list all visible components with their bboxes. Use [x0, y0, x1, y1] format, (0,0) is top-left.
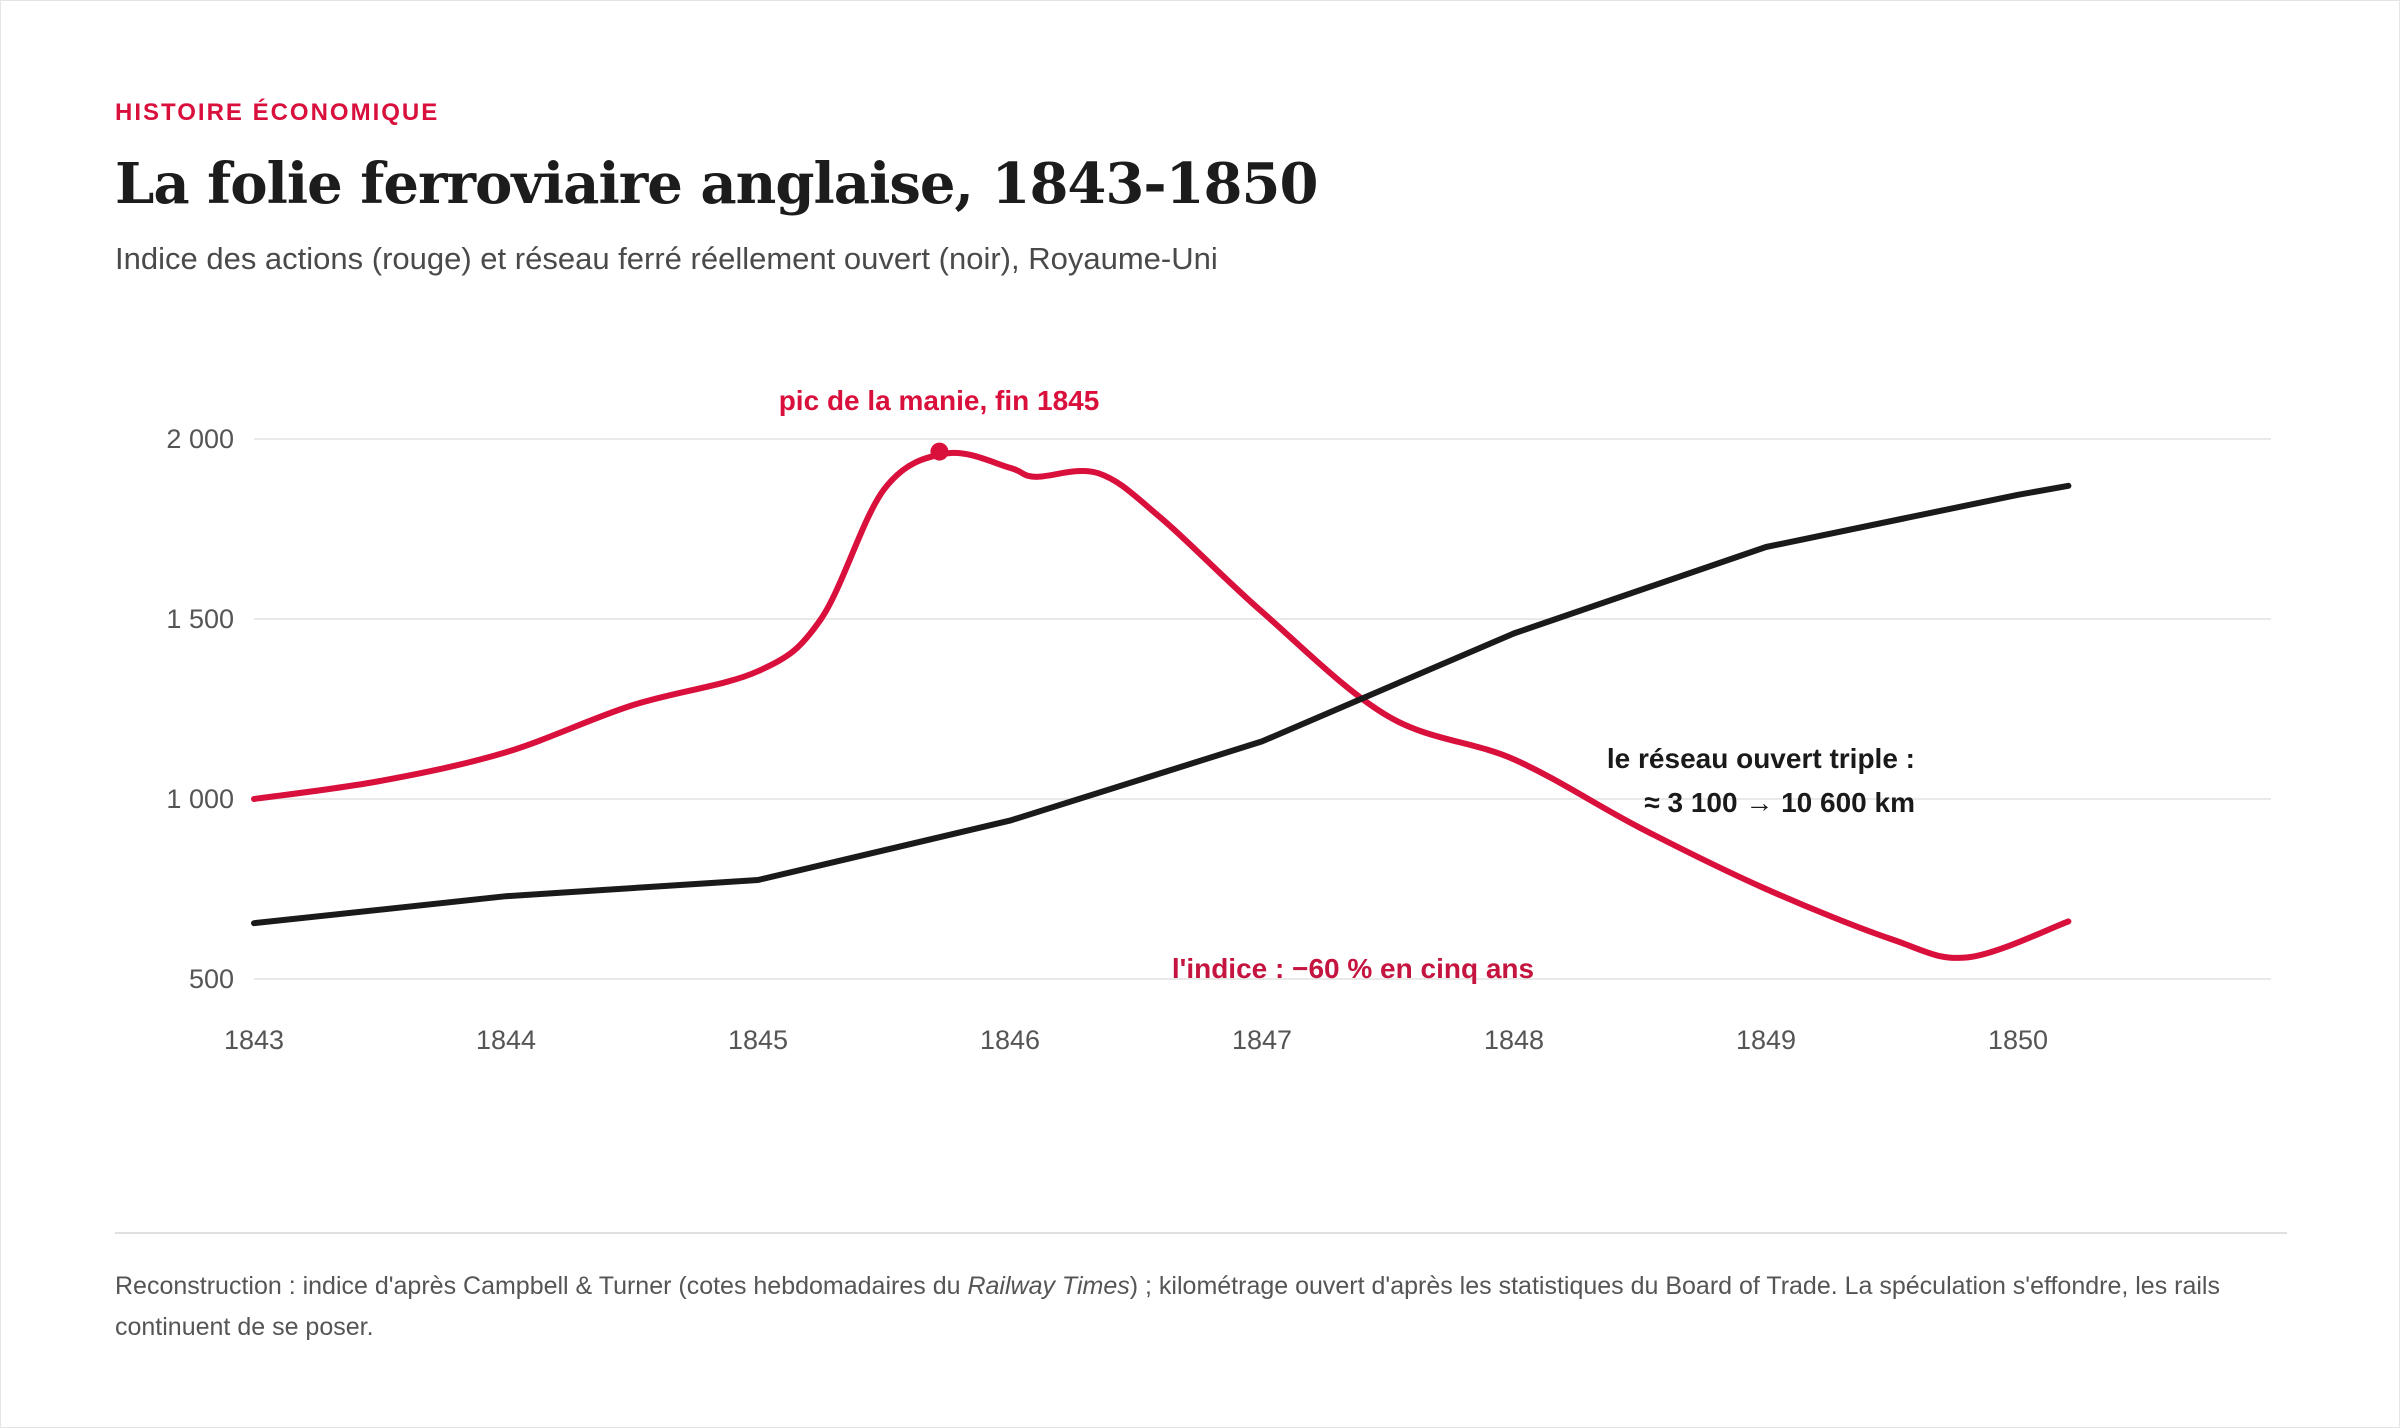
y-axis-ticks: 2 000 1 500 1 000 500 — [166, 424, 234, 994]
x-tick-label: 1847 — [1232, 1025, 1292, 1055]
grid-lines — [254, 438, 2271, 980]
chart-title: La folie ferroviaire anglaise, 1843-1850 — [115, 151, 1318, 217]
x-tick-label: 1849 — [1736, 1025, 1796, 1055]
x-tick-label: 1845 — [728, 1025, 788, 1055]
y-tick-label: 2 000 — [166, 424, 234, 454]
y-tick-label: 1 000 — [166, 784, 234, 814]
network-annotation-line1: le réseau ouvert triple : — [1607, 743, 1915, 774]
series-lines — [251, 449, 2072, 961]
x-tick-label: 1850 — [1988, 1025, 2048, 1055]
network-line — [251, 482, 2072, 927]
network-annotation-line2: ≈ 3 100 → 10 600 km — [1644, 787, 1915, 818]
x-axis-ticks: 1843 1844 1845 1846 1847 1848 1849 1850 — [224, 1025, 2048, 1055]
kicker: HISTOIRE ÉCONOMIQUE — [115, 99, 440, 126]
annotations: pic de la manie, fin 1845 le réseau ouver… — [779, 385, 1915, 984]
footnote-divider — [115, 1232, 2287, 1234]
footnote-italic-source: Railway Times — [967, 1272, 1130, 1300]
peak-annotation: pic de la manie, fin 1845 — [779, 385, 1100, 416]
y-tick-label: 1 500 — [166, 604, 234, 634]
footnote-text-1: Reconstruction : indice d'après Campbell… — [115, 1272, 968, 1300]
y-tick-label: 500 — [189, 964, 234, 994]
x-tick-label: 1848 — [1484, 1025, 1544, 1055]
footnote-text-2: ) ; kilométrage ouvert d'après les stati… — [115, 1272, 2220, 1341]
x-tick-label: 1844 — [476, 1025, 536, 1055]
index-drop-annotation: l'indice : −60 % en cinq ans — [1172, 953, 1534, 984]
x-tick-label: 1843 — [224, 1025, 284, 1055]
share-index-line — [251, 449, 2072, 961]
x-tick-label: 1846 — [980, 1025, 1040, 1055]
chart-subtitle: Indice des actions (rouge) et réseau fer… — [115, 241, 1218, 276]
source-footnote: Reconstruction : indice d'après Campbell… — [115, 1266, 2295, 1348]
peak-marker — [930, 442, 949, 461]
